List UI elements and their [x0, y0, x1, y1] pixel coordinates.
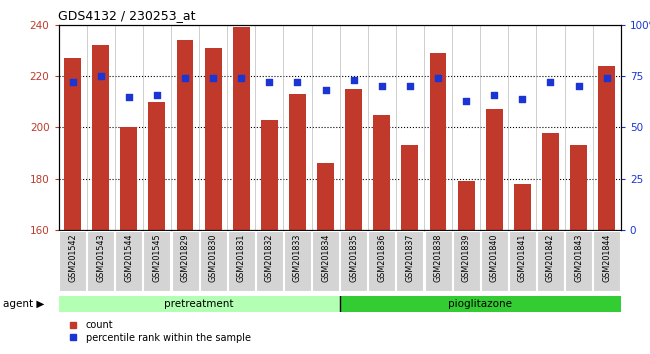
- FancyBboxPatch shape: [340, 232, 367, 291]
- Text: GSM201837: GSM201837: [406, 233, 415, 282]
- Text: GSM201832: GSM201832: [265, 233, 274, 282]
- Bar: [598, 66, 615, 230]
- Bar: [177, 40, 194, 230]
- Bar: [373, 115, 390, 230]
- Text: GSM201839: GSM201839: [462, 233, 471, 282]
- Point: [489, 92, 499, 97]
- Bar: [486, 109, 502, 230]
- Bar: [570, 145, 587, 230]
- Bar: [542, 132, 559, 230]
- Point: [601, 75, 612, 81]
- FancyBboxPatch shape: [339, 296, 621, 312]
- FancyBboxPatch shape: [59, 232, 86, 291]
- Point: [517, 96, 528, 102]
- Point: [405, 84, 415, 89]
- FancyBboxPatch shape: [284, 232, 311, 291]
- FancyBboxPatch shape: [172, 232, 198, 291]
- FancyBboxPatch shape: [509, 232, 536, 291]
- Bar: [64, 58, 81, 230]
- Point: [545, 79, 556, 85]
- Text: GSM201835: GSM201835: [349, 233, 358, 282]
- Point: [236, 75, 246, 81]
- FancyBboxPatch shape: [58, 296, 339, 312]
- FancyBboxPatch shape: [87, 232, 114, 291]
- Point: [320, 88, 331, 93]
- Bar: [458, 181, 474, 230]
- Bar: [120, 127, 137, 230]
- FancyBboxPatch shape: [537, 232, 564, 291]
- Bar: [514, 184, 531, 230]
- Bar: [402, 145, 419, 230]
- FancyBboxPatch shape: [256, 232, 283, 291]
- Legend: count, percentile rank within the sample: count, percentile rank within the sample: [63, 320, 251, 343]
- FancyBboxPatch shape: [227, 232, 255, 291]
- Bar: [289, 94, 306, 230]
- Bar: [317, 163, 334, 230]
- Bar: [345, 89, 362, 230]
- Text: GDS4132 / 230253_at: GDS4132 / 230253_at: [58, 9, 196, 22]
- Point: [96, 73, 106, 79]
- FancyBboxPatch shape: [593, 232, 620, 291]
- Text: GSM201840: GSM201840: [489, 233, 499, 281]
- Text: GSM201833: GSM201833: [293, 233, 302, 281]
- FancyBboxPatch shape: [396, 232, 423, 291]
- FancyBboxPatch shape: [369, 232, 395, 291]
- FancyBboxPatch shape: [200, 232, 227, 291]
- FancyBboxPatch shape: [312, 232, 339, 291]
- Text: GSM201830: GSM201830: [209, 233, 218, 281]
- Point: [292, 79, 303, 85]
- Text: pretreatment: pretreatment: [164, 298, 234, 309]
- Text: GSM201843: GSM201843: [574, 233, 583, 281]
- Text: GSM201842: GSM201842: [546, 233, 555, 282]
- FancyBboxPatch shape: [565, 232, 592, 291]
- Text: GSM201838: GSM201838: [434, 233, 443, 281]
- FancyBboxPatch shape: [481, 232, 508, 291]
- Point: [208, 75, 218, 81]
- FancyBboxPatch shape: [424, 232, 452, 291]
- Point: [151, 92, 162, 97]
- Point: [348, 78, 359, 83]
- Text: agent ▶: agent ▶: [3, 298, 45, 309]
- Text: GSM201831: GSM201831: [237, 233, 246, 281]
- Text: GSM201834: GSM201834: [321, 233, 330, 281]
- Text: GSM201844: GSM201844: [602, 233, 611, 281]
- Point: [376, 84, 387, 89]
- Text: GSM201544: GSM201544: [124, 233, 133, 282]
- FancyBboxPatch shape: [115, 232, 142, 291]
- Point: [461, 98, 471, 104]
- Text: GSM201836: GSM201836: [377, 233, 386, 281]
- Bar: [233, 27, 250, 230]
- Point: [124, 94, 134, 99]
- Text: GSM201543: GSM201543: [96, 233, 105, 282]
- Bar: [430, 53, 447, 230]
- Bar: [148, 102, 165, 230]
- Point: [180, 75, 190, 81]
- Bar: [261, 120, 278, 230]
- Point: [433, 75, 443, 81]
- Point: [264, 79, 274, 85]
- Point: [68, 79, 78, 85]
- Text: GSM201542: GSM201542: [68, 233, 77, 282]
- FancyBboxPatch shape: [452, 232, 480, 291]
- Text: GSM201841: GSM201841: [518, 233, 527, 281]
- Text: GSM201545: GSM201545: [152, 233, 161, 282]
- Text: GSM201829: GSM201829: [181, 233, 190, 282]
- Point: [573, 84, 584, 89]
- Bar: [205, 48, 222, 230]
- Bar: [92, 45, 109, 230]
- FancyBboxPatch shape: [144, 232, 170, 291]
- Text: pioglitazone: pioglitazone: [448, 298, 512, 309]
